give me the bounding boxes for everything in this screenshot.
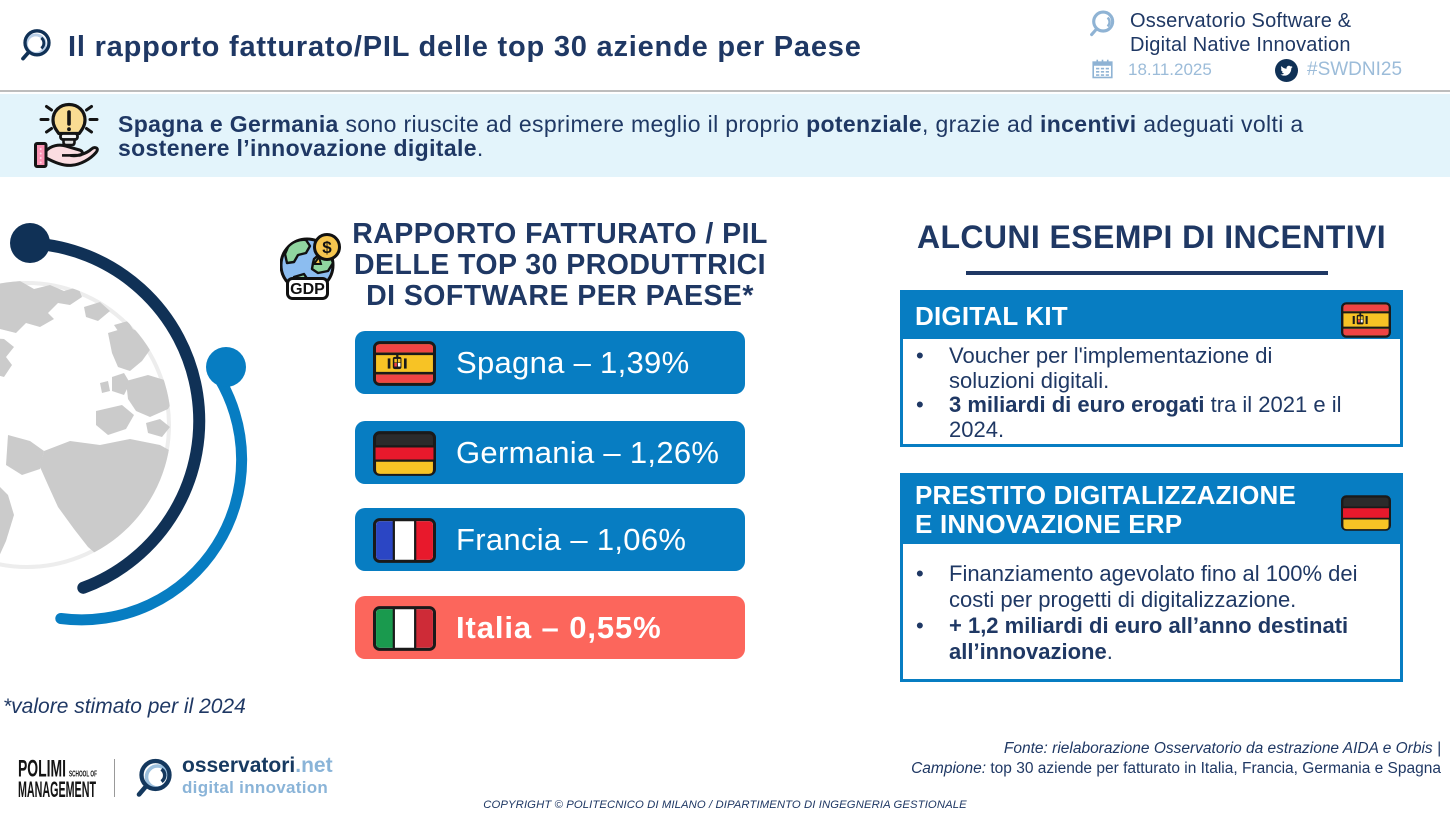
svg-text:$: $ xyxy=(322,238,332,257)
svg-text:POLIMI: POLIMI xyxy=(18,759,66,783)
svg-text:MANAGEMENT: MANAGEMENT xyxy=(18,777,96,801)
svg-text:SCHOOL OF: SCHOOL OF xyxy=(69,770,97,779)
svg-text:GDP: GDP xyxy=(290,281,325,298)
